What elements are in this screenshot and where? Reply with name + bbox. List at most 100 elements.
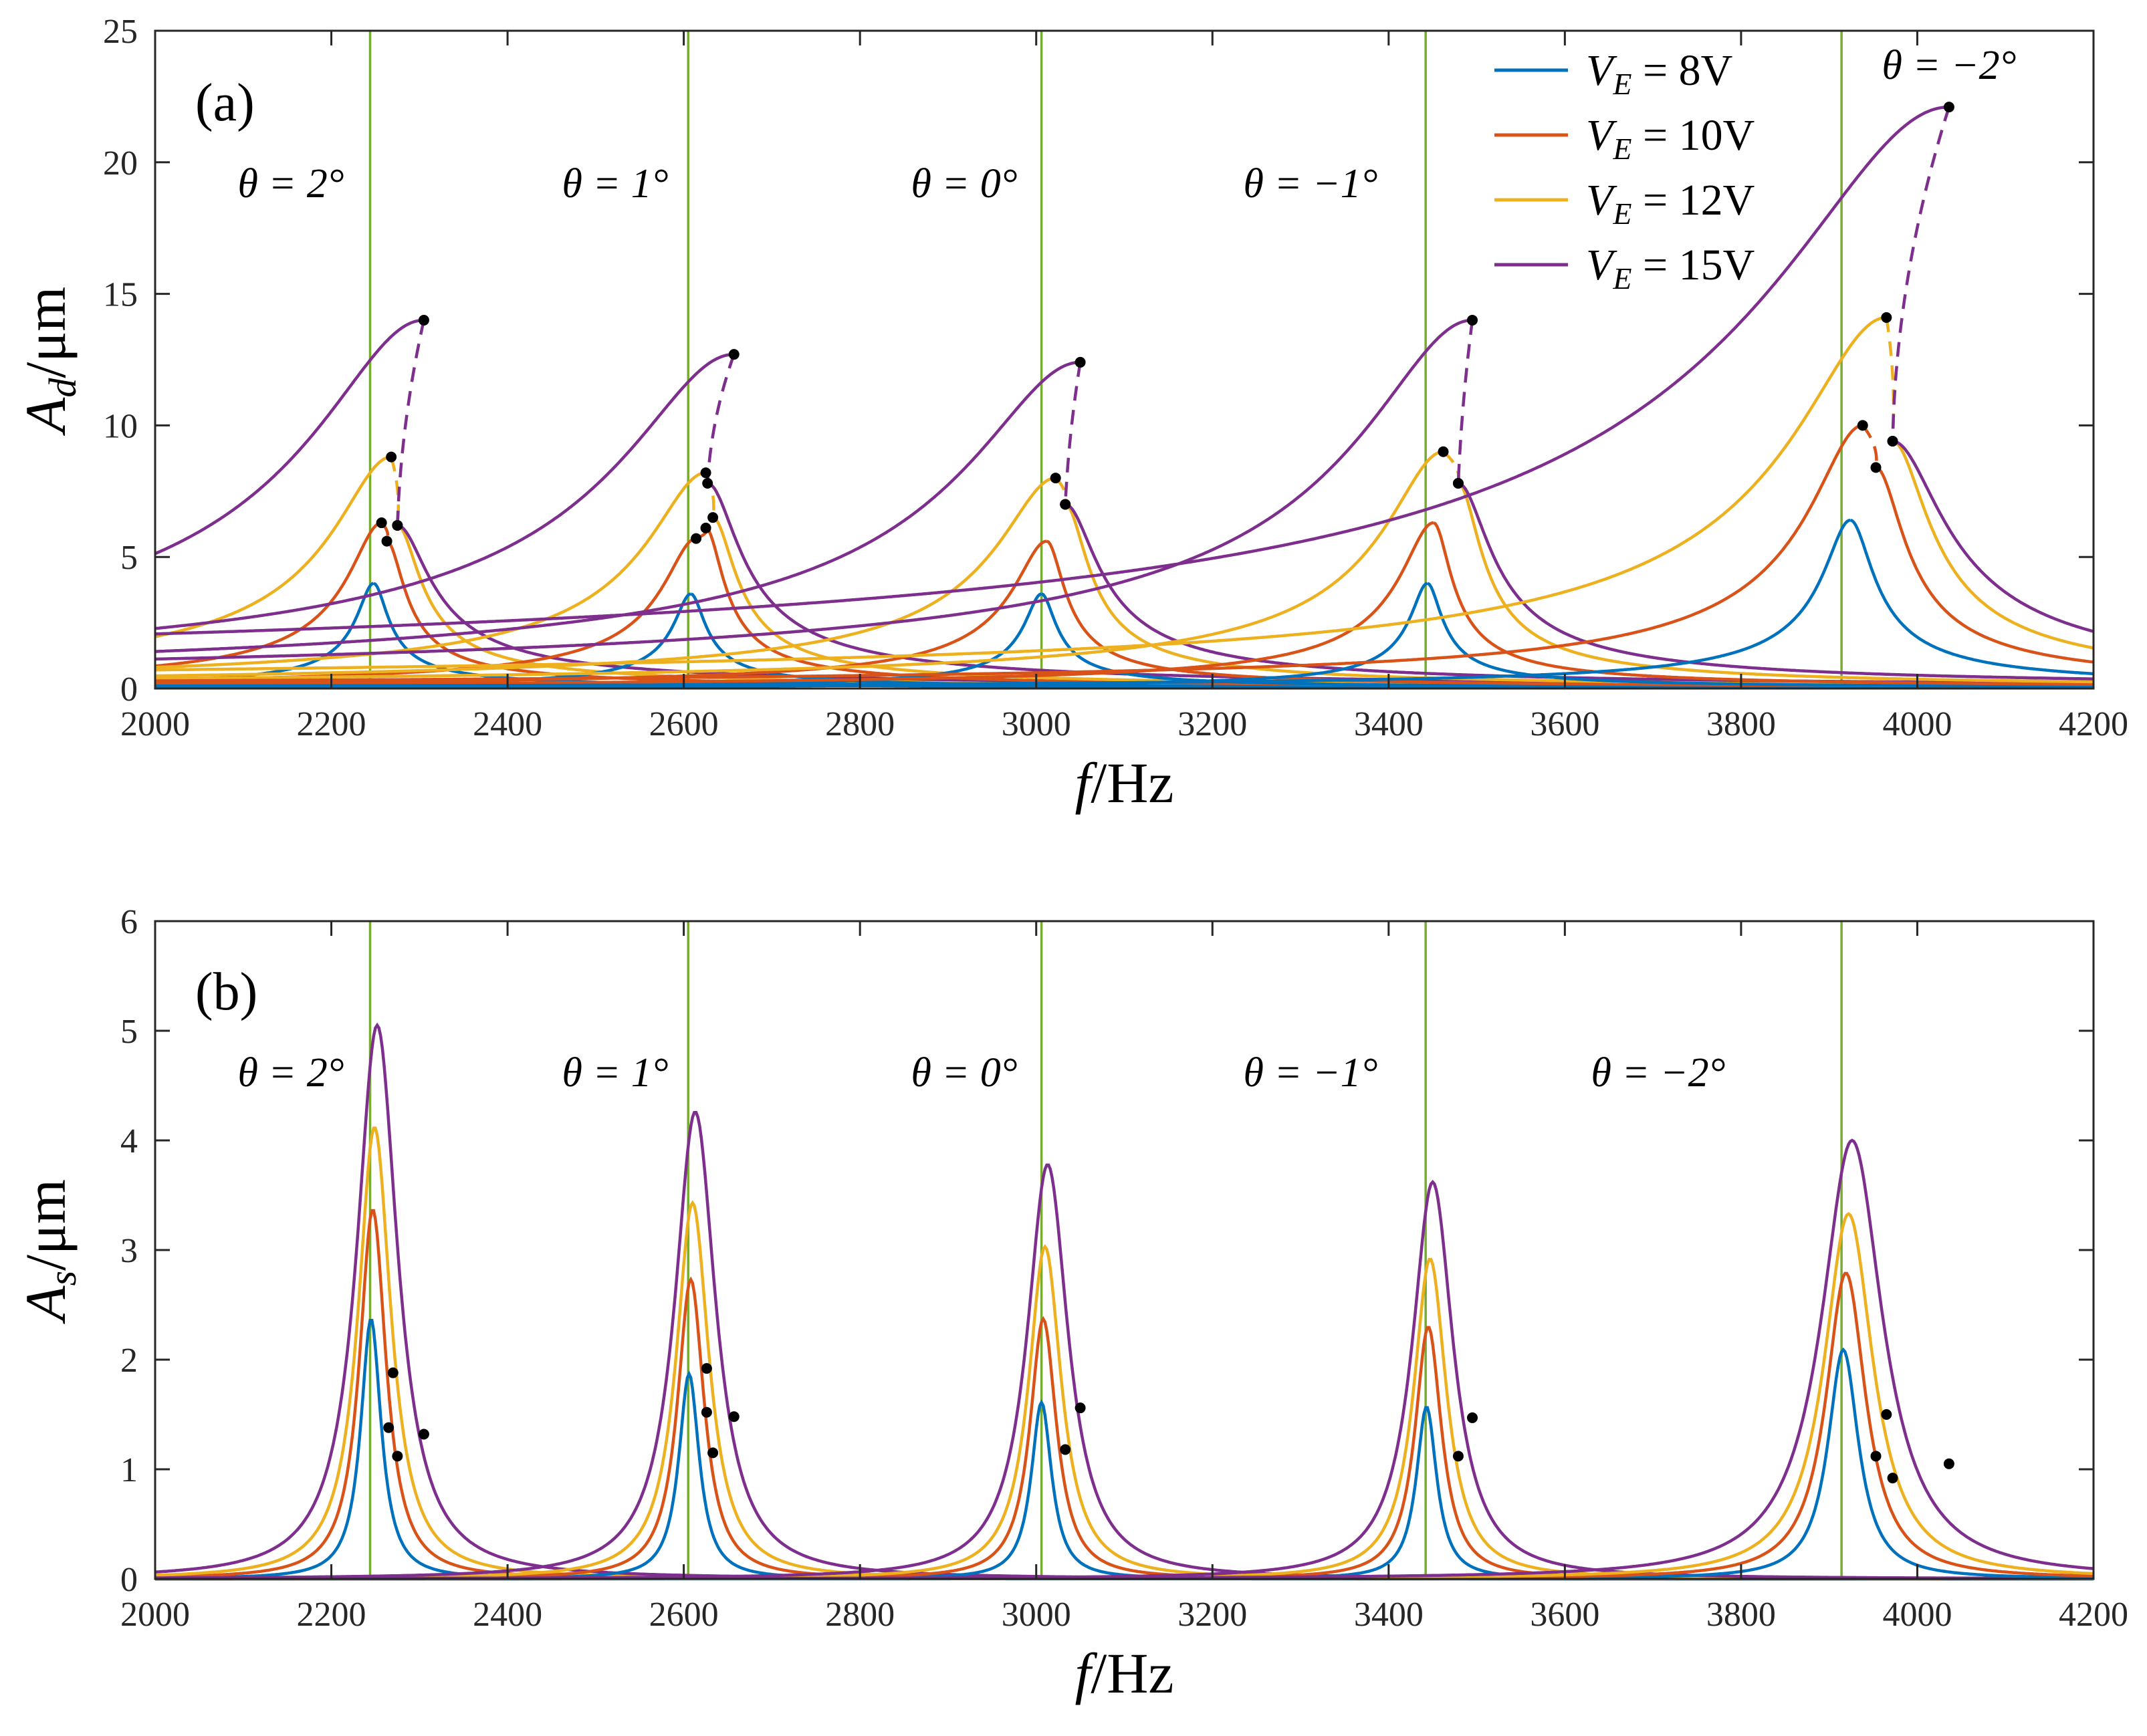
curve-V15-unstable — [705, 354, 736, 484]
bifurcation-point — [1870, 462, 1882, 473]
bifurcation-point — [702, 477, 713, 489]
bifurcation-point — [418, 1429, 429, 1440]
x-tick-label: 3000 — [1002, 705, 1071, 743]
y-tick-label: 0 — [120, 670, 138, 709]
bifurcation-point — [700, 467, 711, 479]
curve-V10-falling — [1046, 539, 2094, 688]
bifurcation-point — [1870, 1451, 1882, 1462]
curve-V8 — [155, 1399, 2094, 1581]
legend-label-V15: VE = 15V — [1586, 241, 1755, 295]
curve-V10-rising — [155, 424, 1863, 683]
theta-label: θ = 1° — [562, 161, 668, 207]
panel-a-resonance-lines — [368, 31, 1843, 689]
y-tick-label: 15 — [103, 276, 138, 314]
theta-label: θ = −1° — [1244, 1050, 1378, 1096]
curve-V15-rising — [154, 352, 734, 630]
x-tick-label: 2400 — [473, 705, 542, 743]
x-tick-label: 3600 — [1530, 705, 1599, 743]
bifurcation-point — [386, 451, 397, 463]
curve-V10 — [154, 1209, 2094, 1581]
bifurcation-point — [1060, 499, 1071, 510]
x-tick-label: 3000 — [1002, 1596, 1071, 1634]
x-tick-label: 2200 — [297, 1596, 366, 1634]
bifurcation-point — [1452, 1451, 1464, 1462]
x-tick-label: 3400 — [1354, 705, 1424, 743]
panel-a-ticks: 2000 2200 2400 2600 2800 3000 3200 3400 3600 3800… — [103, 13, 2128, 743]
x-tick-label: 2600 — [649, 705, 719, 743]
panel-b-frame — [154, 920, 2095, 1580]
bifurcation-point — [1467, 1412, 1478, 1423]
curve-V15-unstable — [396, 320, 426, 526]
curve-V15 — [154, 1022, 2094, 1581]
curve-V15-falling — [1892, 439, 2094, 633]
x-tick-label: 2000 — [120, 1596, 190, 1634]
bifurcation-point — [1943, 102, 1954, 113]
panel-b-ticks: 2000 2200 2400 2600 2800 3000 3200 3400 3600 3800… — [120, 903, 2128, 1634]
bifurcation-point — [418, 314, 429, 326]
curve-V8-falling — [1849, 518, 2094, 676]
curve-V15-falling — [1458, 481, 2093, 680]
x-tick-label: 2000 — [120, 705, 190, 743]
curve-V8 — [155, 1406, 2094, 1581]
curve-V12 — [155, 1200, 2094, 1581]
panel-b-labels: f/Hz As/μm (b) θ = 2° θ = 1° θ = 0° θ = −1° θ =… — [13, 963, 1725, 1705]
panel-b-curves — [154, 1022, 2094, 1581]
panel-label: (b) — [195, 963, 257, 1021]
x-axis-title: f/Hz — [1075, 1641, 1173, 1705]
bifurcation-point — [376, 517, 387, 529]
x-axis-title: f/Hz — [1075, 751, 1173, 815]
bifurcation-point — [392, 519, 403, 531]
theta-label: θ = −1° — [1244, 161, 1378, 207]
bifurcation-point — [381, 535, 392, 547]
theta-label: θ = −2° — [1882, 43, 2017, 88]
bifurcation-point — [1050, 473, 1061, 484]
x-tick-label: 2400 — [473, 1596, 542, 1634]
curve-V15 — [155, 1179, 2094, 1581]
y-axis-title: Ad/μm — [13, 287, 84, 436]
curve-V12 — [155, 1212, 2094, 1581]
theta-label: θ = 1° — [562, 1050, 668, 1096]
bifurcation-point — [707, 1447, 719, 1459]
y-tick-label: 2 — [120, 1342, 138, 1380]
x-tick-label: 2200 — [297, 705, 366, 743]
x-tick-label: 3400 — [1354, 1596, 1424, 1634]
curve-V12 — [154, 1126, 2094, 1581]
curve-V15-falling — [1064, 503, 2093, 685]
bifurcation-point — [701, 1406, 712, 1418]
x-tick-label: 3800 — [1706, 1596, 1776, 1634]
x-tick-label: 3200 — [1177, 1596, 1247, 1634]
curve-V8-falling — [1426, 582, 2094, 689]
y-tick-label: 6 — [120, 903, 138, 941]
bifurcation-point — [392, 1451, 403, 1462]
theta-label: θ = 0° — [911, 1050, 1017, 1096]
curve-V15-unstable — [1891, 106, 1951, 442]
curve-V10 — [155, 1276, 2094, 1581]
theta-label: θ = −2° — [1591, 1050, 1726, 1096]
curve-V12-rising — [155, 316, 1887, 672]
curve-V12-rising — [154, 455, 392, 638]
bifurcation-point — [728, 1411, 740, 1422]
x-tick-label: 2800 — [825, 705, 895, 743]
theta-label: θ = 2° — [237, 1050, 344, 1096]
y-tick-label: 5 — [120, 1013, 138, 1051]
x-tick-label: 4000 — [1882, 1596, 1952, 1634]
bifurcation-point — [728, 349, 740, 360]
curve-V15-rising — [154, 318, 424, 555]
legend-label-V12: VE = 12V — [1586, 176, 1755, 231]
x-tick-label: 3200 — [1177, 705, 1247, 743]
x-tick-label: 4200 — [2059, 705, 2128, 743]
panel-b-resonance-lines — [368, 921, 1843, 1579]
legend: VE = 8V VE = 10V VE = 12V VE = 15V — [1494, 46, 1755, 295]
curve-V10-falling — [1432, 521, 2093, 687]
curve-V12-falling — [1458, 481, 2093, 684]
bifurcation-point — [1452, 477, 1464, 489]
bifurcation-point — [691, 533, 702, 544]
y-tick-label: 25 — [103, 13, 138, 51]
bifurcation-point — [1887, 1473, 1898, 1484]
bifurcation-point — [1857, 420, 1868, 431]
curve-V10-rising — [154, 521, 382, 668]
curve-V12-falling — [1064, 503, 2093, 687]
curve-V10 — [155, 1271, 2094, 1581]
x-tick-label: 2600 — [649, 1596, 719, 1634]
